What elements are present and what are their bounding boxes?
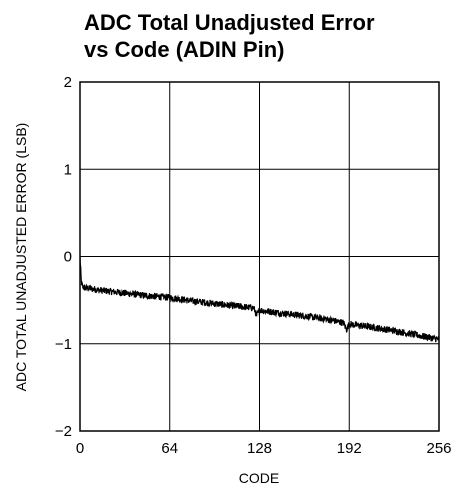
y-axis-label: ADC TOTAL UNADJUSTED ERROR (LSB) bbox=[13, 123, 29, 392]
x-tick-label: 64 bbox=[161, 440, 178, 457]
y-tick-label: 0 bbox=[64, 249, 72, 266]
y-tick-label: −1 bbox=[55, 336, 72, 353]
y-tick-label: 2 bbox=[64, 74, 72, 91]
y-axis-ticks: 2 1 0 −1 −2 bbox=[55, 74, 72, 440]
grid bbox=[80, 82, 439, 431]
data-layer bbox=[79, 255, 440, 343]
y-tick-label: 1 bbox=[64, 161, 72, 178]
x-tick-label: 0 bbox=[76, 440, 84, 457]
y-tick-label: −2 bbox=[55, 423, 72, 440]
chart-title-line-1: ADC Total Unadjusted Error bbox=[84, 10, 375, 35]
x-tick-label: 256 bbox=[426, 440, 451, 457]
x-axis-label: CODE bbox=[239, 470, 279, 486]
chart-title-line-2: vs Code (ADIN Pin) bbox=[84, 37, 284, 62]
x-tick-label: 128 bbox=[247, 440, 272, 457]
x-axis-ticks: 0 64 128 192 256 bbox=[76, 440, 452, 457]
x-tick-label: 192 bbox=[337, 440, 362, 457]
series-line bbox=[79, 255, 440, 343]
